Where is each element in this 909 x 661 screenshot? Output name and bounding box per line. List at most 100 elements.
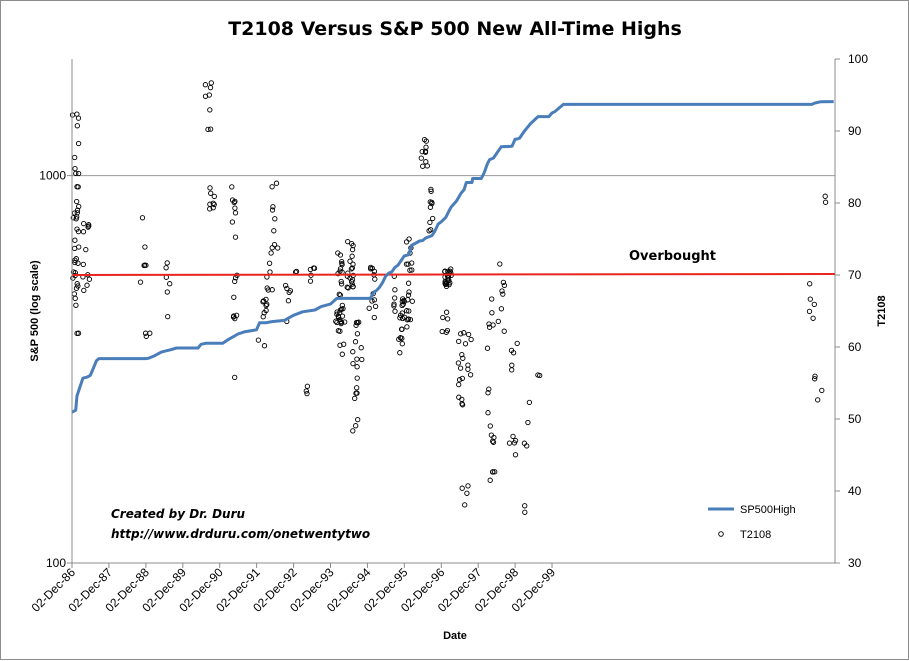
t2108-point [229, 219, 236, 225]
t2108-point [815, 397, 821, 403]
t2108-point [456, 394, 462, 400]
t2108-point [369, 298, 375, 304]
t2108-point [404, 324, 410, 330]
t2108-point [337, 316, 343, 323]
right-axis-ticks: 30 40 50 60 70 80 90 100 [835, 52, 868, 570]
t2108-point [232, 205, 238, 211]
right-tick-label: 80 [848, 196, 862, 210]
t2108-point [822, 199, 829, 205]
t2108-point [406, 289, 412, 295]
right-tick-label: 90 [848, 124, 862, 138]
legend-sp500-label: SP500High [740, 504, 796, 516]
t2108-point [428, 186, 434, 193]
left-tick-label: 100 [46, 556, 66, 570]
t2108-point [510, 350, 517, 356]
t2108-point [353, 322, 359, 328]
t2108-point [354, 385, 360, 391]
t2108-point [459, 351, 465, 358]
t2108-point [418, 155, 424, 161]
t2108-point [489, 296, 495, 302]
t2108-point [72, 257, 78, 263]
t2108-point [404, 308, 410, 314]
t2108-point [512, 452, 519, 458]
t2108-point [232, 374, 238, 381]
t2108-point [352, 395, 358, 402]
t2108-point [347, 275, 353, 281]
t2108-point [86, 276, 93, 282]
t2108-point [304, 383, 311, 389]
t2108-point [495, 318, 501, 325]
t2108-point [455, 360, 462, 366]
t2108-point [349, 265, 355, 271]
t2108-point [74, 111, 80, 117]
t2108-point [261, 343, 268, 349]
left-axis-ticks: 100 1000 [39, 169, 72, 570]
t2108-point [353, 390, 359, 396]
t2108-point [339, 260, 345, 267]
t2108-point [272, 216, 278, 222]
t2108-point [75, 140, 82, 147]
t2108-point [500, 291, 506, 297]
t2108-point [807, 296, 813, 302]
t2108-point [81, 220, 87, 227]
t2108-point [340, 305, 346, 312]
t2108-point [210, 200, 216, 206]
t2108-point [232, 234, 239, 240]
t2108-point [399, 310, 405, 316]
t2108-point [442, 278, 448, 285]
t2108-point [485, 390, 491, 396]
t2108-point [268, 250, 274, 256]
t2108-point [73, 256, 79, 262]
t2108-point [167, 281, 173, 287]
plot-background [72, 59, 835, 563]
t2108-point [263, 296, 269, 303]
t2108-point [76, 203, 82, 210]
t2108-point [202, 82, 209, 88]
t2108-point [407, 316, 414, 323]
t2108-point [282, 282, 289, 289]
t2108-point [80, 261, 86, 268]
t2108-point [350, 428, 356, 434]
t2108-point [307, 266, 314, 273]
t2108-point [489, 310, 495, 316]
t2108-point [456, 338, 462, 345]
t2108-point [510, 433, 516, 440]
credit-author: Created by Dr. Duru [111, 507, 246, 521]
t2108-point [263, 307, 269, 314]
t2108-point [143, 333, 149, 339]
t2108-point [459, 401, 465, 407]
right-tick-label: 50 [848, 412, 862, 426]
t2108-point [74, 214, 80, 220]
t2108-point [371, 268, 378, 275]
t2108-point [460, 355, 466, 361]
t2108-point [354, 331, 361, 337]
t2108-point [86, 222, 92, 228]
t2108-point [75, 184, 81, 190]
t2108-point [490, 469, 496, 475]
t2108-point [74, 281, 80, 287]
left-tick-label: 1000 [39, 169, 66, 183]
t2108-point [491, 434, 497, 441]
t2108-point [465, 331, 472, 338]
t2108-point [428, 188, 434, 194]
t2108-point [354, 356, 360, 362]
t2108-point [492, 469, 498, 475]
t2108-point [443, 329, 449, 335]
right-tick-label: 70 [848, 268, 862, 282]
t2108-point [443, 283, 450, 290]
t2108-point [230, 314, 237, 320]
t2108-point [75, 170, 82, 177]
t2108-point [264, 301, 270, 307]
t2108-point [338, 278, 344, 285]
t2108-point [74, 123, 80, 129]
t2108-point [304, 390, 310, 397]
t2108-point [339, 258, 345, 265]
t2108-point [75, 228, 82, 235]
t2108-point [342, 319, 348, 325]
t2108-point [810, 315, 816, 321]
chart-title: T2108 Versus S&P 500 New All-Time Highs [228, 18, 682, 40]
t2108-point [397, 335, 404, 341]
t2108-point [486, 386, 492, 392]
plot-area [69, 59, 836, 564]
